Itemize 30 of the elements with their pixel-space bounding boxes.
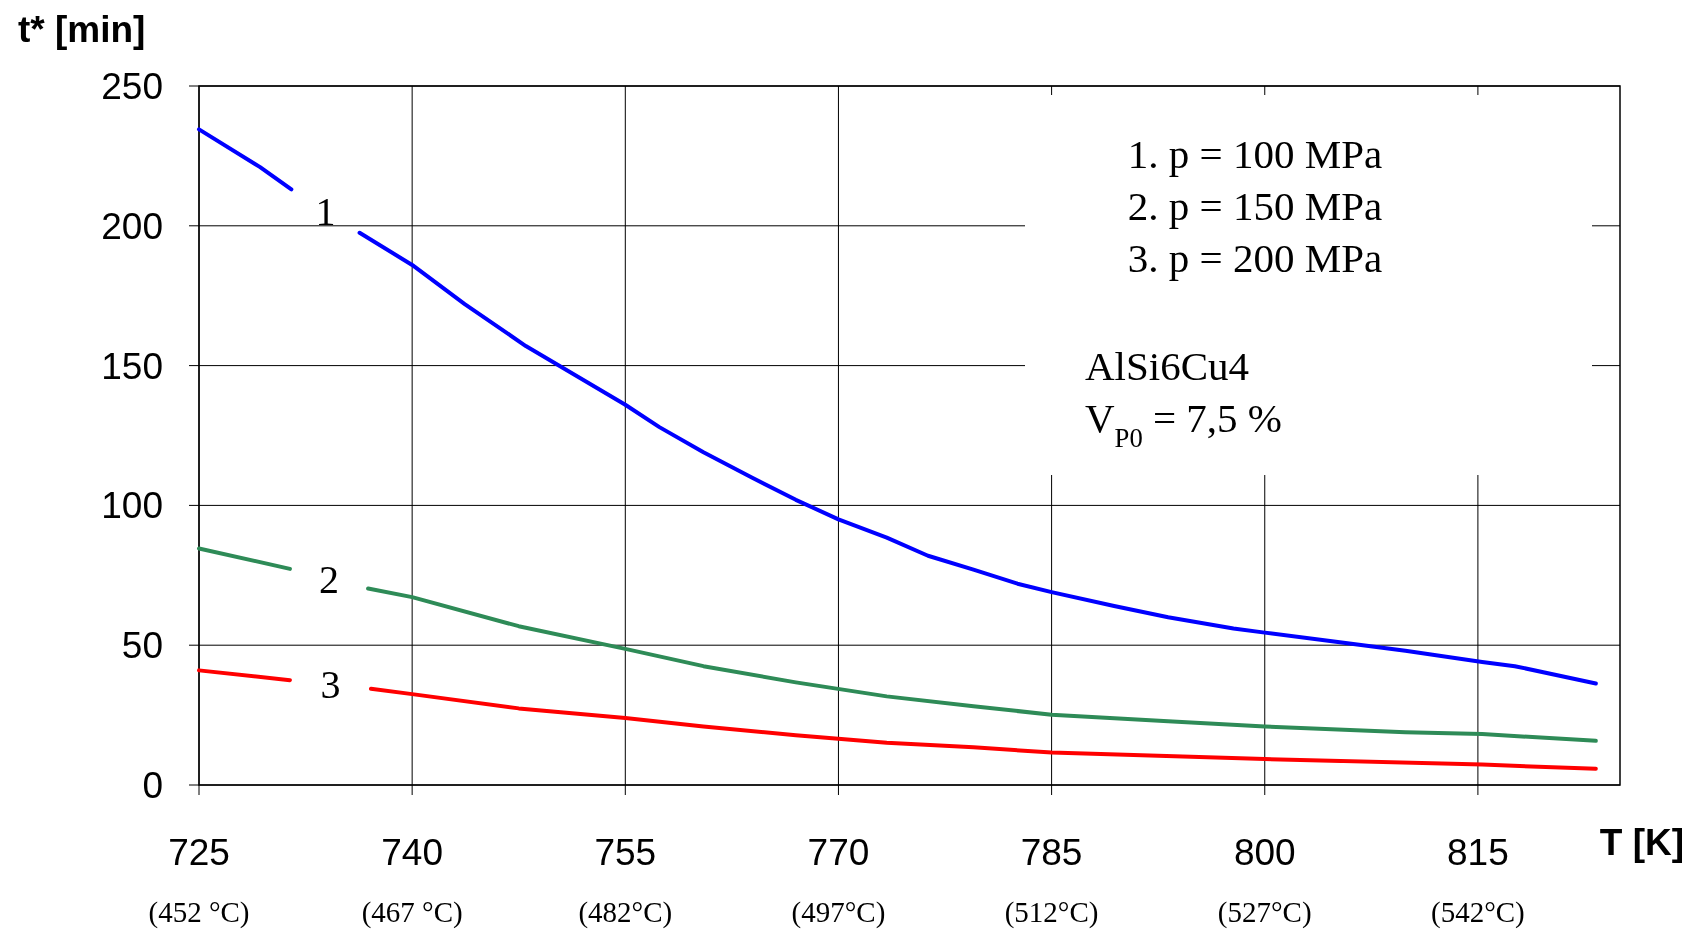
text: (467 °C) [361, 896, 463, 929]
y-tick-label: 150 [101, 345, 163, 387]
y-tick-label: 200 [101, 205, 163, 247]
x-tick-label: 770 [807, 832, 870, 873]
x-tick-label: 785 [1020, 832, 1083, 873]
text: (542°C) [1431, 896, 1525, 929]
y-tick-label: 100 [101, 485, 163, 527]
text: (452 °C) [148, 896, 250, 929]
series-label: 1 [315, 189, 336, 235]
y-tick-label: 0 [142, 765, 163, 806]
text: (497°C) [791, 896, 886, 929]
annotation: 2. p = 150 MPa [1127, 183, 1383, 229]
text: (482°C) [578, 896, 673, 929]
x-tick-label: 755 [594, 832, 657, 873]
x-tick-label: 800 [1233, 832, 1296, 873]
y-tick-label: 250 [101, 66, 163, 107]
y-axis-title: t* [min] [18, 9, 146, 50]
x-tick-label: 740 [381, 832, 444, 873]
annotation: AlSi6Cu4 [1085, 343, 1250, 389]
annotation: 3. p = 200 MPa [1127, 235, 1383, 281]
series-label: 2 [319, 556, 340, 602]
annotation: V$_{P0}$ = 7,5 % [1085, 395, 1283, 453]
y-tick-label: 50 [121, 625, 163, 667]
series-label: 3 [320, 662, 341, 708]
x-axis-title: T [K] [1599, 822, 1684, 863]
text: (512°C) [1004, 896, 1099, 929]
text: (527°C) [1217, 896, 1312, 929]
annotation: 1. p = 100 MPa [1127, 131, 1383, 177]
x-tick-label: 815 [1447, 832, 1509, 873]
x-tick-label: 725 [168, 832, 230, 873]
